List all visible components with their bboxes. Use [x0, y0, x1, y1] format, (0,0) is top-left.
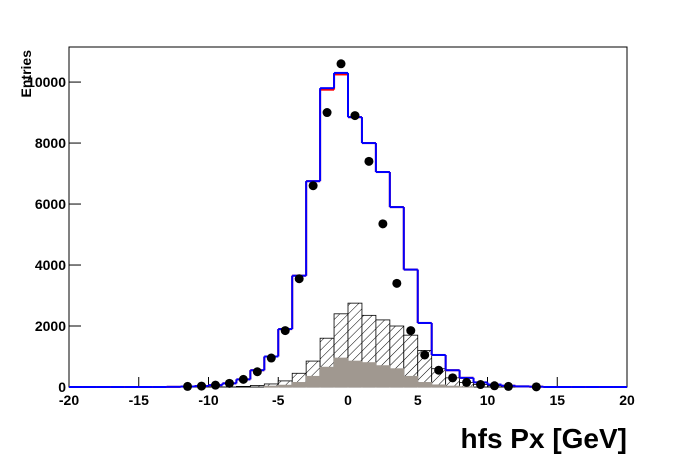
- x-tick-label: -20: [59, 392, 79, 408]
- data-point: [378, 219, 388, 229]
- data-point: [420, 350, 430, 360]
- data-point: [406, 326, 416, 336]
- x-axis-title: hfs Px [GeV]: [461, 423, 627, 454]
- data-point: [266, 353, 276, 363]
- x-tick-label: -15: [129, 392, 149, 408]
- histogram-bar: [417, 382, 433, 388]
- data-point: [392, 278, 402, 288]
- data-point: [224, 378, 234, 388]
- data-point: [252, 367, 262, 377]
- x-tick-label: 20: [619, 392, 635, 408]
- histogram-bar: [291, 382, 307, 388]
- data-point: [238, 374, 248, 384]
- data-point: [280, 326, 290, 336]
- data-point: [322, 108, 332, 118]
- data-point: [350, 111, 360, 121]
- x-tick-label: -10: [198, 392, 218, 408]
- data-point: [531, 382, 541, 392]
- y-tick-label: 6000: [35, 196, 66, 212]
- histogram-bar: [333, 357, 349, 388]
- data-point: [462, 377, 472, 387]
- y-tick-label: 8000: [35, 135, 66, 151]
- x-tick-label: 0: [344, 392, 352, 408]
- histogram-bar: [235, 385, 251, 388]
- data-point: [448, 373, 458, 383]
- data-point: [308, 181, 318, 191]
- data-point: [210, 380, 220, 390]
- x-tick-label: 5: [414, 392, 422, 408]
- data-point: [294, 274, 304, 284]
- histogram-bar: [403, 375, 419, 388]
- data-point: [503, 381, 513, 391]
- y-tick-label: 4000: [35, 257, 66, 273]
- histogram-bar: [375, 365, 391, 388]
- data-point: [336, 59, 346, 69]
- histogram-bar: [389, 368, 405, 388]
- y-tick-label: 10000: [27, 74, 66, 90]
- y-axis-title: Entries: [18, 50, 34, 98]
- histogram-bar: [263, 385, 279, 388]
- x-tick-label: 10: [480, 392, 496, 408]
- histogram-bar: [347, 360, 363, 388]
- histogram-bar: [361, 362, 377, 388]
- histogram-bar: [431, 384, 447, 388]
- y-tick-label: 0: [58, 379, 66, 395]
- x-tick-label: -5: [272, 392, 285, 408]
- data-point: [197, 381, 207, 391]
- data-point: [489, 381, 499, 391]
- data-point: [364, 156, 374, 166]
- y-tick-label: 2000: [35, 318, 66, 334]
- data-point: [434, 365, 444, 375]
- histogram-bar: [445, 385, 460, 388]
- histogram-bar: [277, 384, 293, 388]
- x-tick-label: 15: [549, 392, 565, 408]
- histogram-bar: [249, 385, 265, 388]
- data-point: [183, 381, 193, 391]
- histogram-bar: [305, 375, 321, 388]
- data-point: [476, 380, 486, 390]
- histogram-bar: [319, 366, 335, 388]
